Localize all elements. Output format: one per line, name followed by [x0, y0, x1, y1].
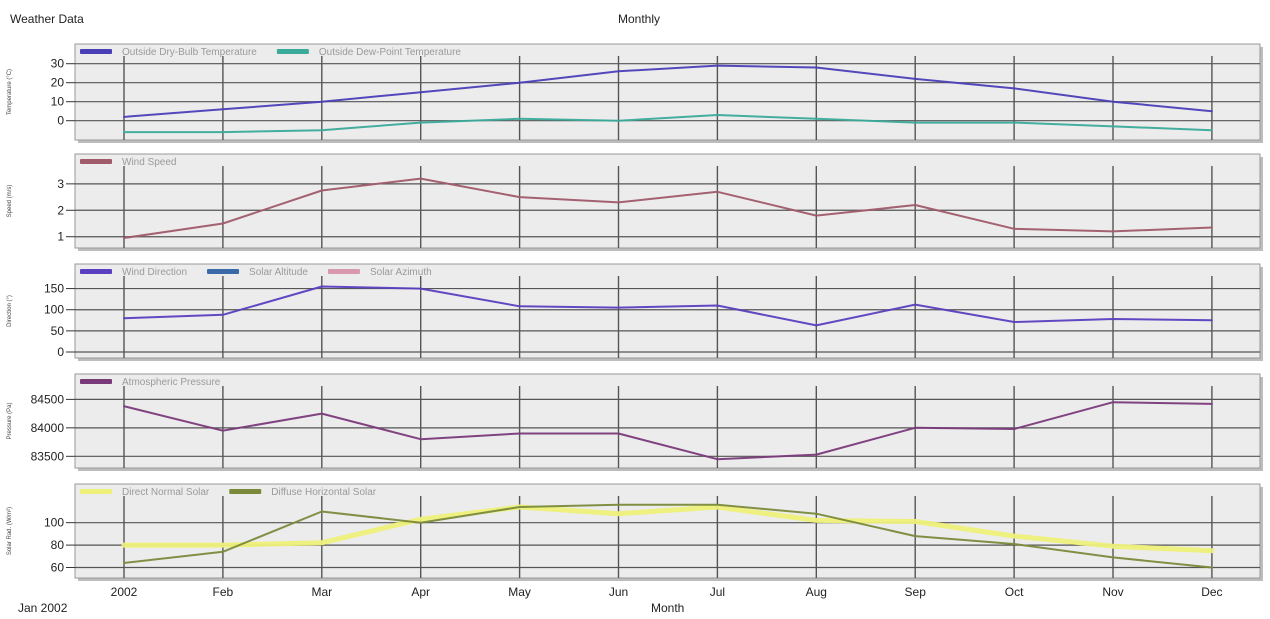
x-tick-label: Sep [905, 585, 927, 599]
series-line [123, 177, 1213, 239]
series-line [123, 401, 1213, 461]
y-tick-label: 100 [44, 303, 64, 317]
legend-label: Solar Altitude [249, 267, 308, 278]
period-title: Monthly [618, 12, 661, 26]
legend-label: Diffuse Horizontal Solar [271, 487, 377, 498]
y-tick-label: 84500 [31, 392, 65, 406]
series-line [123, 285, 1213, 327]
x-tick-label: Aug [806, 585, 827, 599]
legend-swatch [80, 159, 112, 164]
y-axis-label: Temperature (°C) [7, 69, 13, 115]
y-axis-label: Speed (m/s) [7, 185, 13, 218]
legend-swatch [276, 49, 309, 54]
x-tick-label: Oct [1005, 585, 1024, 599]
y-tick-label: 2 [57, 203, 64, 217]
app-title: Weather Data [10, 12, 84, 26]
x-tick-label: May [508, 585, 531, 599]
legend-label: Solar Azimuth [370, 267, 432, 278]
y-tick-label: 20 [51, 76, 65, 90]
series-line [123, 503, 1213, 569]
y-tick-label: 30 [51, 57, 65, 71]
x-tick-label: Apr [411, 585, 430, 599]
legend-swatch [207, 269, 240, 274]
x-tick-label: Jul [710, 585, 725, 599]
legend-swatch [229, 489, 262, 494]
y-axis-label: Solar Rad. (W/m²) [7, 507, 13, 555]
x-tick-label: Mar [311, 585, 332, 599]
date-label: Jan 2002 [18, 601, 68, 615]
legend-swatch [80, 379, 112, 384]
y-tick-label: 100 [44, 516, 64, 530]
x-tick-label: Feb [213, 585, 234, 599]
legend-label: Outside Dry-Bulb Temperature [122, 47, 257, 58]
y-tick-label: 3 [57, 177, 64, 191]
y-tick-label: 83500 [31, 449, 65, 463]
y-tick-label: 150 [44, 282, 64, 296]
series-line [123, 114, 1213, 134]
legend-swatch [327, 269, 360, 274]
x-tick-label: Nov [1102, 585, 1123, 599]
legend-swatch [80, 269, 112, 274]
y-tick-label: 50 [51, 324, 65, 338]
legend-label: Atmospheric Pressure [122, 377, 221, 388]
y-tick-label: 0 [57, 345, 64, 359]
legend-label: Direct Normal Solar [122, 487, 210, 498]
chart-panel [74, 373, 1261, 469]
y-tick-label: 1 [57, 230, 64, 244]
y-tick-label: 0 [57, 114, 64, 128]
legend-label: Wind Speed [122, 157, 176, 168]
y-tick-label: 60 [51, 561, 65, 575]
x-tick-label: Dec [1201, 585, 1222, 599]
y-tick-label: 10 [51, 95, 65, 109]
series-line [121, 504, 1215, 554]
x-tick-label: Jun [609, 585, 628, 599]
chart-panel [74, 153, 1261, 249]
series-line [123, 64, 1213, 118]
chart-panel [74, 483, 1261, 579]
x-tick-label: 2002 [111, 585, 138, 599]
y-tick-label: 84000 [31, 421, 65, 435]
legend-label: Wind Direction [122, 267, 187, 278]
legend-swatch [80, 49, 112, 54]
legend-swatch [80, 489, 112, 494]
legend-label: Outside Dew-Point Temperature [319, 47, 462, 58]
y-axis-label: Pressure (Pa) [7, 402, 13, 439]
x-axis-label: Month [651, 601, 685, 615]
chart-panel [74, 263, 1261, 359]
y-tick-label: 80 [51, 538, 65, 552]
y-axis-label: Direction (°) [7, 295, 13, 327]
